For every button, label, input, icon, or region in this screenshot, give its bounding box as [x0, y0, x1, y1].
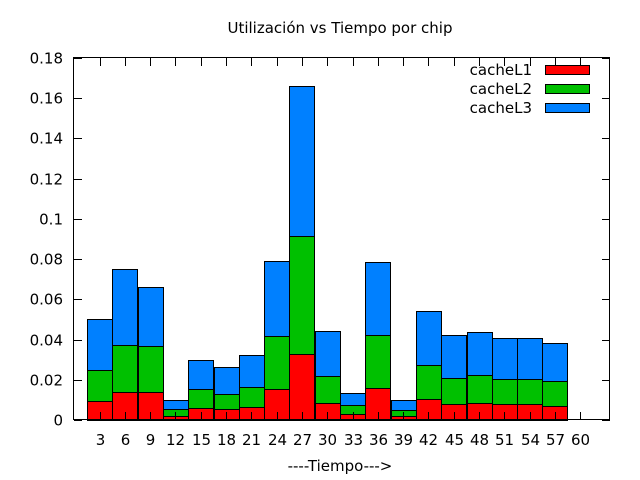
y-tick-label: 0.1 [39, 211, 63, 229]
x-tick-label: 42 [419, 431, 438, 449]
bars-group [87, 86, 568, 421]
legend-label-cacheL2: cacheL2 [470, 80, 532, 98]
bar-cacheL2-6 [112, 345, 138, 393]
bar-cacheL3-51 [492, 338, 518, 380]
x-tick-label: 3 [96, 431, 106, 449]
x-tick-label: 57 [546, 431, 565, 449]
bar-cacheL3-48 [467, 332, 493, 376]
x-tick-label: 36 [369, 431, 388, 449]
bar-cacheL2-36 [365, 335, 391, 389]
bar-cacheL3-18 [214, 367, 240, 395]
plot-frame [73, 57, 610, 420]
bar-cacheL2-42 [416, 365, 442, 400]
x-tick-label: 6 [121, 431, 131, 449]
legend-swatch-cacheL1 [545, 65, 590, 75]
x-tick-label: 18 [217, 431, 236, 449]
x-tick-label: 51 [495, 431, 514, 449]
bar-cacheL3-30 [315, 331, 341, 377]
x-axis-label: ----Tiempo---> [288, 457, 393, 475]
bar-cacheL2-21 [239, 387, 265, 408]
bar-cacheL2-3 [87, 370, 113, 402]
x-tick-label: 39 [394, 431, 413, 449]
legend-label-cacheL1: cacheL1 [470, 61, 532, 79]
y-tick-label: 0.14 [30, 130, 63, 148]
x-tick-label: 48 [470, 431, 489, 449]
bar-cacheL3-15 [188, 360, 214, 390]
x-tick-label: 12 [166, 431, 185, 449]
bar-cacheL3-54 [517, 338, 543, 380]
bar-cacheL3-9 [138, 287, 164, 347]
x-tick-label: 24 [268, 431, 287, 449]
bar-cacheL2-18 [214, 394, 240, 410]
x-tick-label: 21 [242, 431, 261, 449]
bar-cacheL2-54 [517, 379, 543, 405]
y-tick-label: 0.02 [30, 372, 63, 390]
bar-cacheL2-30 [315, 376, 341, 404]
bar-cacheL2-57 [542, 381, 568, 407]
bar-cacheL3-21 [239, 355, 265, 388]
bar-cacheL3-27 [289, 86, 315, 237]
x-tick-label: 30 [318, 431, 337, 449]
x-tick-label: 45 [445, 431, 464, 449]
bar-cacheL2-15 [188, 389, 214, 409]
bar-cacheL2-9 [138, 346, 164, 393]
bar-cacheL2-48 [467, 375, 493, 404]
x-tick-label: 9 [146, 431, 156, 449]
bar-cacheL3-12 [163, 400, 189, 410]
y-axis: 0 0.02 0.04 0.06 0.08 0.1 0.12 0.14 0.16 0.18 [30, 50, 610, 430]
bar-cacheL3-39 [391, 400, 417, 411]
bar-cacheL3-33 [340, 393, 366, 406]
y-tick-label: 0.16 [30, 90, 63, 108]
bar-cacheL3-24 [264, 261, 290, 337]
x-tick-label: 60 [571, 431, 590, 449]
bar-cacheL3-3 [87, 319, 113, 371]
y-tick-label: 0.06 [30, 291, 63, 309]
x-axis: 3 6 9 12 15 18 21 24 27 30 33 36 39 42 45 48 51 54 57 60 [96, 58, 590, 449]
y-tick-label: 0 [53, 412, 63, 430]
chart-title: Utilización vs Tiempo por chip [227, 19, 452, 37]
x-tick-label: 33 [344, 431, 363, 449]
bar-cacheL3-42 [416, 311, 442, 366]
bar-cacheL2-24 [264, 336, 290, 390]
bar-cacheL2-51 [492, 379, 518, 405]
legend-label-cacheL3: cacheL3 [470, 99, 532, 117]
bar-cacheL3-6 [112, 269, 138, 346]
bar-cacheL1-27 [289, 354, 315, 421]
bar-cacheL3-45 [441, 335, 467, 379]
x-tick-label: 27 [293, 431, 312, 449]
bar-cacheL2-45 [441, 378, 467, 405]
y-tick-label: 0.08 [30, 251, 63, 269]
legend-swatch-cacheL2 [545, 84, 590, 94]
bar-cacheL3-57 [542, 343, 568, 382]
y-tick-label: 0.18 [30, 50, 63, 68]
x-tick-label: 15 [192, 431, 211, 449]
y-tick-label: 0.12 [30, 171, 63, 189]
legend-swatch-cacheL3 [545, 103, 590, 113]
y-tick-label: 0.04 [30, 332, 63, 350]
bar-cacheL3-36 [365, 262, 391, 336]
x-tick-label: 54 [521, 431, 540, 449]
bar-cacheL2-27 [289, 236, 315, 355]
